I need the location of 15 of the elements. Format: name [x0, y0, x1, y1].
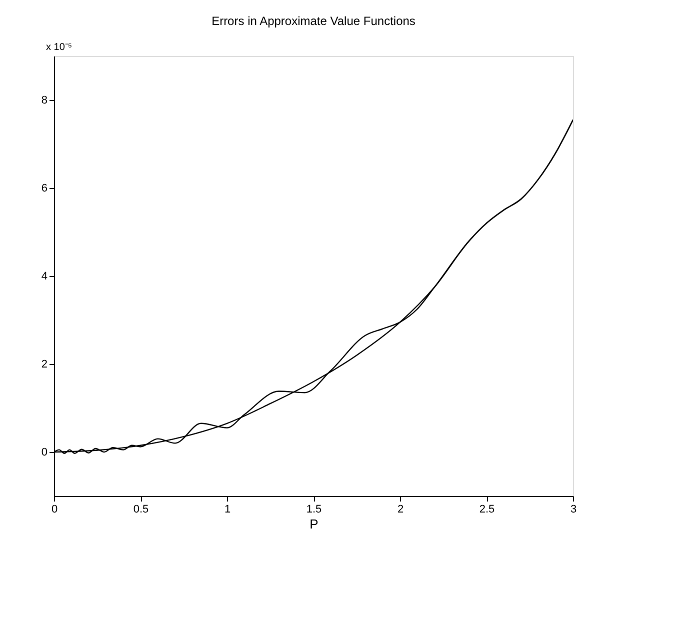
- y-tick-label: 8: [41, 94, 48, 106]
- x-tick-label: 1.5: [306, 504, 322, 516]
- x-tick-label: 2: [397, 504, 404, 516]
- x-tick-label: 2.5: [479, 504, 495, 516]
- y-tick-label: 4: [41, 270, 48, 282]
- x-tick-label: 3: [570, 504, 577, 516]
- y-tick-label: 0: [41, 446, 48, 458]
- chart-title: Errors in Approximate Value Functions: [212, 14, 416, 28]
- y-tick-label: 2: [41, 358, 48, 370]
- x-tick-label: 0: [51, 504, 58, 516]
- x-tick-label: 1: [224, 504, 231, 516]
- x-tick-label: 0.5: [133, 504, 149, 516]
- y-tick-label: 6: [41, 182, 48, 194]
- x-axis-title: P: [310, 516, 318, 532]
- text: x 10⁻⁵: [46, 42, 72, 53]
